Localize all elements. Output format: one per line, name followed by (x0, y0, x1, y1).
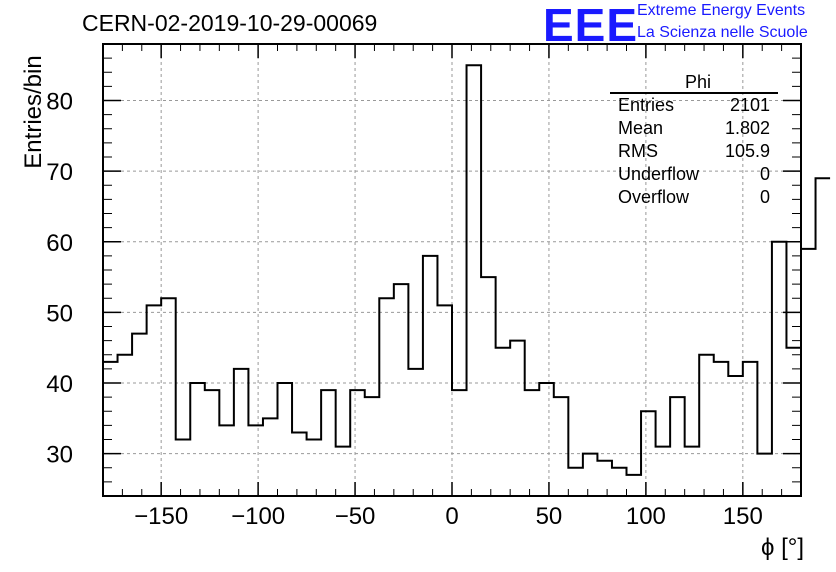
axis-ticks (102, 44, 802, 496)
chart-title: CERN-02-2019-10-29-00069 (82, 10, 378, 36)
logo-subtitle-line1: Extreme Energy Events (637, 2, 806, 19)
y-tick-label: 80 (46, 89, 73, 116)
y-tick-label: 40 (46, 371, 73, 398)
x-tick-label: 0 (445, 503, 458, 530)
stats-value: 105.9 (724, 141, 770, 161)
stats-row-entries: Entries 2101 (610, 94, 778, 117)
stats-row-overflow: Overflow 0 (610, 186, 778, 209)
stats-label: Underflow (618, 164, 700, 184)
stats-label: RMS (618, 141, 658, 161)
y-tick-label: 60 (46, 230, 73, 257)
stats-value: 1.802 (724, 118, 770, 138)
x-tick-label: −150 (134, 503, 188, 530)
x-tick-label: −100 (231, 503, 285, 530)
y-tick-label: 70 (46, 159, 73, 186)
histogram-line (103, 64, 831, 476)
stats-box: Phi Entries 2101 Mean 1.802 RMS 105.9 Under… (610, 72, 778, 209)
stats-row-mean: Mean 1.802 (610, 117, 778, 140)
stats-row-underflow: Underflow 0 (610, 163, 778, 186)
stats-value: 0 (759, 164, 770, 184)
x-tick-label: 100 (626, 503, 666, 530)
y-tick-label: 30 (46, 442, 73, 469)
x-tick-label: 50 (536, 503, 563, 530)
x-axis-label: ϕ [°] (760, 534, 804, 561)
x-tick-label: 150 (723, 503, 763, 530)
stats-label: Entries (618, 95, 675, 115)
stats-label: Overflow (618, 187, 690, 207)
stats-label: Mean (618, 118, 664, 138)
eee-logo: EEE (543, 0, 639, 51)
x-tick-label: −50 (335, 503, 376, 530)
y-axis-label: Entries/bin (20, 55, 47, 169)
stats-row-rms: RMS 105.9 (610, 140, 778, 163)
stats-value: 0 (759, 187, 770, 207)
stats-value: 2101 (729, 95, 770, 115)
logo-subtitle-line2: La Scienza nelle Scuole (637, 24, 808, 41)
tick-labels: −150 −100 −50 0 50 100 150 30 40 50 60 70 80 (46, 89, 763, 531)
y-tick-label: 50 (46, 300, 73, 327)
stats-title: Phi (610, 72, 778, 94)
